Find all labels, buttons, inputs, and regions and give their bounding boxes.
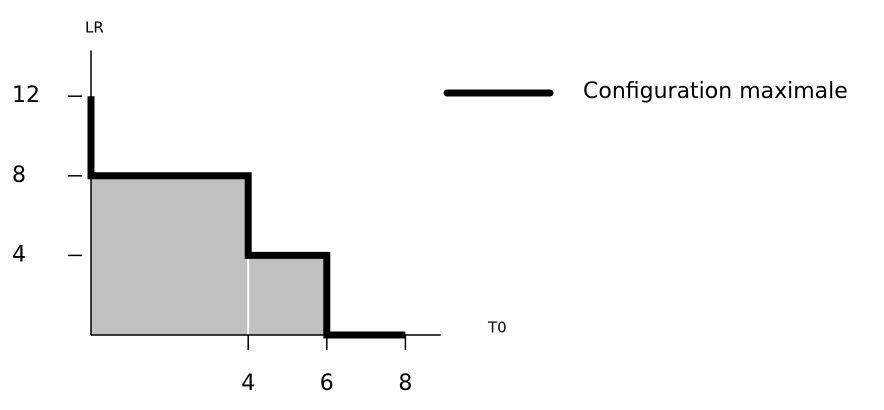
x-tick-label: 6	[320, 371, 334, 396]
x-axis-label: T0	[487, 319, 507, 337]
y-tick-label: 12	[12, 83, 40, 108]
x-tick-label: 8	[398, 371, 412, 396]
y-axis-label: LR	[85, 19, 104, 37]
y-tick-label: 8	[12, 163, 26, 188]
y-tick-label: 4	[12, 242, 26, 267]
step-line	[87, 96, 406, 339]
x-tick-label: 4	[241, 371, 255, 396]
legend-label: Configuration maximale	[583, 79, 848, 104]
